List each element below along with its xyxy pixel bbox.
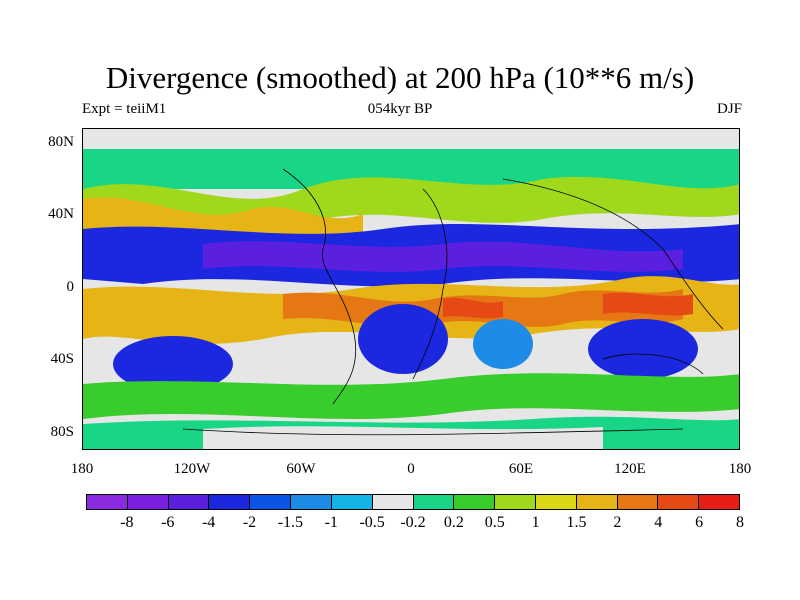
colorbar-swatch (454, 495, 496, 509)
colorbar-label: -8 (120, 514, 134, 531)
lat-label-0: 0 (66, 279, 75, 295)
colorbar-swatch (87, 495, 128, 509)
colorbar-label: 0.5 (484, 514, 505, 531)
colorbar-label: -2 (242, 514, 257, 531)
period-label: 054kyr BP (367, 101, 433, 117)
colorbar-swatch (209, 495, 251, 509)
lon-label-0: 0 (407, 461, 415, 477)
colorbar-label: -0.2 (400, 514, 426, 531)
colorbar-swatch (127, 495, 169, 509)
colorbar-swatch (495, 495, 536, 509)
colorbar-swatch (413, 495, 455, 509)
colorbar-swatch (331, 495, 373, 509)
colorbar-label: 2 (613, 514, 622, 531)
colorbar-swatch (250, 495, 292, 509)
lon-label-120e: 120E (614, 461, 646, 477)
colorbar-label: -0.5 (359, 514, 385, 531)
colorbar-swatch (291, 495, 332, 509)
lat-label-80s: 80S (50, 424, 74, 440)
colorbar-swatch (168, 495, 210, 509)
colorbar-swatch (699, 495, 739, 509)
colorbar-swatch (372, 495, 414, 509)
lat-label-80n: 80N (48, 134, 74, 150)
lat-label-40s: 40S (50, 351, 74, 367)
lon-label-180e: 180 (728, 461, 752, 477)
experiment-label: Expt = teiiM1 (82, 101, 167, 117)
lon-label-120w: 120W (173, 461, 211, 477)
season-label: DJF (716, 101, 742, 117)
lon-label-60e: 60E (508, 461, 534, 477)
colorbar-label: -4 (201, 514, 216, 531)
colorbar-label: -6 (161, 514, 175, 531)
lat-label-40n: 40N (48, 206, 74, 222)
colorbar-swatch (535, 495, 577, 509)
colorbar-label: 8 (736, 514, 744, 531)
colorbar-label: -1.5 (277, 514, 304, 531)
colorbar (86, 494, 740, 510)
lon-label-60w: 60W (286, 461, 316, 477)
colorbar-label: 6 (695, 514, 704, 531)
colorbar-swatch (658, 495, 700, 509)
colorbar-swatch (576, 495, 618, 509)
divergence-map (82, 128, 740, 450)
lon-label-180w: 180 (70, 461, 94, 477)
colorbar-label: 4 (654, 514, 663, 531)
colorbar-label: 1.5 (566, 514, 587, 531)
map-title: Divergence (smoothed) at 200 hPa (10**6 … (105, 60, 695, 95)
colorbar-label: 0.2 (443, 514, 464, 531)
colorbar-label: -1 (324, 514, 338, 531)
map-field (83, 129, 739, 449)
colorbar-swatch (617, 495, 659, 509)
colorbar-label: 1 (531, 514, 540, 531)
